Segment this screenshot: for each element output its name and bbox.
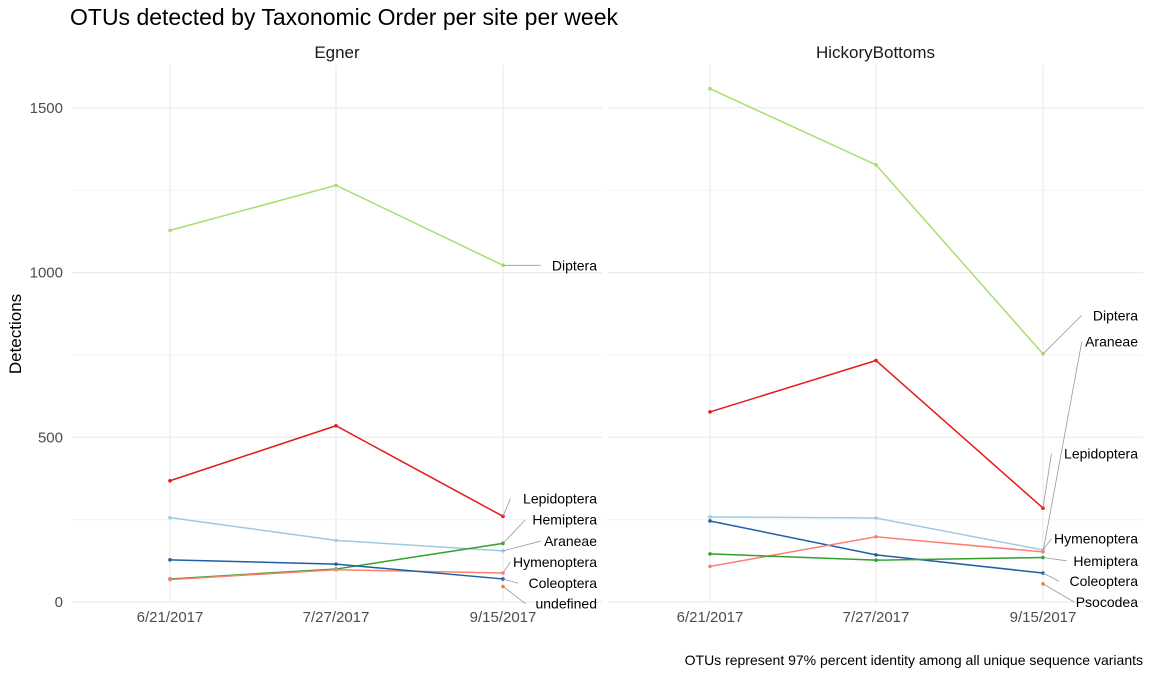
leader-line-lepidoptera (502, 498, 511, 517)
data-point-hymenoptera (874, 516, 878, 520)
series-label-hemiptera: Hemiptera (1073, 553, 1138, 569)
leader-line-hymenoptera (1042, 538, 1052, 551)
leader-line-araneae (1042, 341, 1083, 552)
data-point-araneae (708, 564, 712, 569)
leader-line-hymenoptera (502, 561, 511, 574)
panel-hickorybottoms: HickoryBottoms 6/21/2017 7/27/2017 9/15/201… (608, 43, 1143, 626)
data-point-hymenoptera (334, 567, 338, 572)
series-label-diptera: Diptera (1093, 307, 1138, 323)
data-point-diptera (334, 183, 338, 188)
panels: Egner 6/21/2017 7/27/2017 9/15/2017 0 500 1000… (30, 43, 1143, 626)
data-point-coleoptera (334, 562, 338, 566)
facet-label-hickorybottoms: HickoryBottoms (816, 43, 935, 62)
y-axis-title: Detections (6, 294, 25, 374)
series-label-araneae: Araneae (544, 533, 597, 549)
leader-line-araneae (502, 540, 541, 552)
data-point-hymenoptera (708, 515, 712, 519)
data-point-diptera (708, 86, 712, 91)
series-label-araneae: Araneae (1085, 334, 1138, 350)
leader-line-lepidoptera (1042, 453, 1052, 509)
data-point-araneae (334, 538, 338, 543)
series-label-hemiptera: Hemiptera (532, 512, 597, 528)
data-point-coleoptera (708, 519, 712, 523)
x-tick-label: 6/21/2017 (137, 609, 204, 626)
series-label-coleoptera: Coleoptera (1070, 573, 1139, 589)
series-label-hymenoptera: Hymenoptera (1054, 531, 1138, 547)
series-label-diptera: Diptera (552, 257, 597, 273)
data-point-araneae (168, 515, 172, 520)
data-point-araneae (874, 534, 878, 539)
chart-title: OTUs detected by Taxonomic Order per sit… (70, 4, 618, 30)
leader-line-hemiptera (1042, 557, 1067, 562)
data-point-hymenoptera (168, 577, 172, 582)
data-point-diptera (874, 163, 878, 167)
facet-label-egner: Egner (314, 43, 360, 62)
series-label-hymenoptera: Hymenoptera (513, 554, 597, 570)
x-tick-label: 7/27/2017 (303, 609, 370, 626)
leader-line-coleoptera (502, 578, 519, 584)
data-point-lepidoptera (874, 358, 878, 363)
y-tick-label: 1000 (30, 265, 63, 282)
series-label-coleoptera: Coleoptera (529, 575, 598, 591)
x-tick-label: 7/27/2017 (843, 609, 910, 626)
y-tick-label: 0 (55, 594, 63, 611)
data-point-lepidoptera (168, 478, 172, 483)
data-point-hemiptera (874, 558, 878, 562)
y-tick-label: 500 (38, 429, 63, 446)
data-point-hemiptera (708, 552, 712, 556)
data-point-lepidoptera (334, 423, 338, 428)
data-point-coleoptera (168, 558, 172, 562)
x-tick-label: 9/15/2017 (470, 609, 537, 626)
series-label-lepidoptera: Lepidoptera (523, 491, 597, 507)
panel-egner: Egner 6/21/2017 7/27/2017 9/15/2017 0 500 1000… (30, 43, 602, 626)
leader-line-undefined (502, 586, 526, 604)
series-label-psocodea: Psocodea (1076, 594, 1138, 610)
data-point-diptera (168, 228, 172, 233)
leader-line-diptera (1042, 315, 1083, 355)
leader-line-coleoptera (1042, 572, 1060, 582)
series-label-lepidoptera: Lepidoptera (1064, 446, 1138, 462)
leader-line-psocodea (1042, 583, 1075, 603)
leader-line-hemiptera (502, 519, 526, 544)
data-point-lepidoptera (708, 410, 712, 414)
x-tick-label: 6/21/2017 (677, 609, 744, 626)
chart-caption: OTUs represent 97% percent identity amon… (685, 652, 1143, 668)
series-label-undefined: undefined (535, 596, 597, 612)
x-tick-label: 9/15/2017 (1010, 609, 1077, 626)
y-tick-label: 1500 (30, 100, 63, 117)
data-point-coleoptera (874, 553, 878, 557)
